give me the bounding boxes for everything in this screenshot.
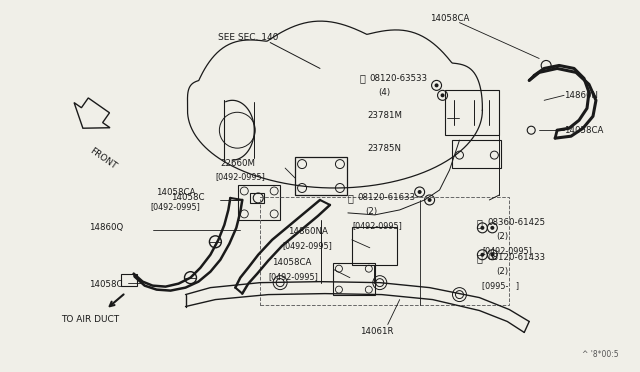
Text: SEE SEC. 140: SEE SEC. 140 [218, 33, 279, 42]
Text: [0492-0995]: [0492-0995] [352, 221, 402, 230]
Text: Ⓑ: Ⓑ [360, 73, 365, 83]
Bar [352, 227, 397, 265]
Circle shape [435, 83, 438, 87]
Circle shape [490, 253, 494, 257]
Text: Ⓑ: Ⓑ [348, 193, 354, 203]
Text: 14058C: 14058C [171, 193, 204, 202]
Text: [0492-0995]: [0492-0995] [150, 202, 200, 211]
Circle shape [440, 93, 445, 97]
Text: [0492-0995]: [0492-0995] [282, 241, 332, 250]
Text: 08120-61433: 08120-61433 [488, 253, 545, 262]
Text: TO AIR DUCT: TO AIR DUCT [61, 315, 119, 324]
Text: 23785N: 23785N [368, 144, 402, 153]
Bar [333, 263, 375, 295]
Bar [451, 140, 501, 168]
Text: 14860N: 14860N [564, 91, 598, 100]
Text: (4): (4) [378, 88, 390, 97]
Text: 23781M: 23781M [368, 111, 403, 120]
Circle shape [428, 198, 431, 202]
Text: 08120-61633: 08120-61633 [358, 193, 416, 202]
Text: 14061R: 14061R [360, 327, 394, 336]
Bar [260, 197, 509, 305]
Circle shape [418, 190, 422, 194]
Text: [0492-0995]: [0492-0995] [216, 173, 265, 182]
Bar [121, 274, 137, 286]
Text: 14058C: 14058C [89, 280, 122, 289]
Text: 14058CA: 14058CA [272, 258, 312, 267]
Text: 14860NA: 14860NA [288, 227, 328, 236]
Text: 08120-63533: 08120-63533 [370, 74, 428, 83]
Bar [250, 193, 264, 203]
Text: Ⓢ: Ⓢ [476, 253, 483, 263]
Text: 14058CA: 14058CA [156, 189, 195, 198]
Text: Ⓢ: Ⓢ [476, 218, 483, 228]
Text: 14860Q: 14860Q [89, 223, 123, 232]
Text: [0995-   ]: [0995- ] [483, 281, 520, 290]
Text: [0492-0995]: [0492-0995] [483, 246, 532, 255]
Text: 22660M: 22660M [220, 158, 255, 167]
Circle shape [490, 226, 494, 230]
Text: ^ '8*00:5: ^ '8*00:5 [582, 350, 619, 359]
Circle shape [481, 226, 484, 230]
Text: 08360-61425: 08360-61425 [488, 218, 545, 227]
Text: FRONT: FRONT [88, 146, 118, 171]
Circle shape [481, 253, 484, 257]
Text: 14058CA: 14058CA [564, 126, 604, 135]
Text: [0492-0995]: [0492-0995] [268, 272, 318, 281]
Bar [238, 185, 280, 220]
Text: 14058CA: 14058CA [429, 14, 469, 23]
Text: (2): (2) [365, 208, 377, 217]
Bar [445, 90, 499, 135]
Text: (2): (2) [497, 232, 508, 241]
Bar [295, 157, 347, 195]
Text: (2): (2) [497, 267, 508, 276]
